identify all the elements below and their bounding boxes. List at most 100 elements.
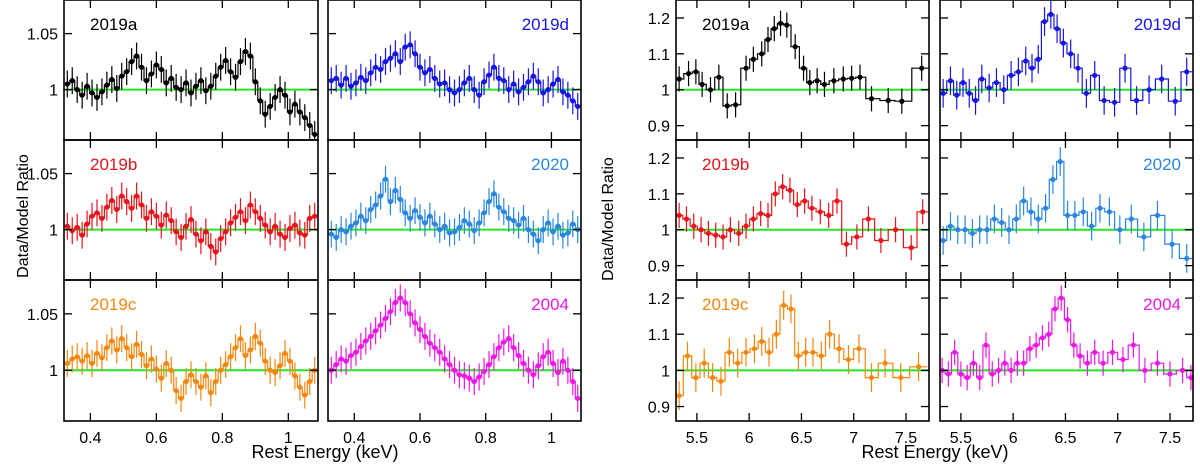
data-point xyxy=(1002,360,1008,366)
data-point xyxy=(64,223,70,229)
data-point xyxy=(560,89,566,95)
data-point xyxy=(545,220,551,226)
data-point xyxy=(743,65,749,71)
data-point xyxy=(94,210,100,216)
data-point xyxy=(461,80,467,86)
data-point xyxy=(501,209,507,215)
data-point xyxy=(989,371,995,377)
data-point xyxy=(984,227,990,233)
data-point xyxy=(282,350,288,356)
data-point xyxy=(368,333,374,339)
data-point xyxy=(827,331,833,337)
data-point xyxy=(158,375,164,381)
data-point xyxy=(302,115,308,121)
data-point xyxy=(1064,212,1071,218)
data-point xyxy=(84,83,90,89)
data-point xyxy=(787,187,793,193)
data-point xyxy=(84,221,90,227)
data-point xyxy=(257,340,263,346)
data-point xyxy=(213,378,219,385)
data-point xyxy=(373,64,379,70)
x-tick-label: 7.5 xyxy=(895,430,917,447)
data-point xyxy=(262,358,268,364)
data-point xyxy=(781,302,787,308)
data-point xyxy=(691,223,697,229)
y-tick-label: 1 xyxy=(49,223,58,240)
left-ylabel: Data/Model Ratio xyxy=(15,154,32,278)
data-point xyxy=(242,218,249,224)
data-point xyxy=(387,308,394,315)
data-point xyxy=(143,363,150,369)
data-point xyxy=(550,229,556,235)
data-point xyxy=(560,232,566,238)
data-point xyxy=(307,215,313,221)
data-point xyxy=(966,90,972,96)
data-point xyxy=(89,90,95,96)
data-point xyxy=(743,223,749,229)
data-point xyxy=(958,371,964,377)
data-point xyxy=(1027,346,1033,352)
data-point xyxy=(402,210,408,216)
panel-2020-g0: 2020 xyxy=(327,139,582,281)
data-point xyxy=(397,59,403,65)
data-point xyxy=(407,311,413,317)
data-point xyxy=(74,87,80,93)
data-point xyxy=(845,356,852,363)
data-point xyxy=(69,78,75,84)
data-point xyxy=(676,393,682,399)
data-point xyxy=(153,62,159,68)
data-point xyxy=(1122,65,1128,71)
data-point xyxy=(1128,216,1134,222)
y-tick-label: 1 xyxy=(661,363,670,380)
data-point xyxy=(446,87,453,93)
data-point xyxy=(515,89,522,95)
data-point xyxy=(1077,353,1083,359)
data-point xyxy=(1184,255,1190,262)
data-point xyxy=(446,230,453,236)
y-tick-label: 1.2 xyxy=(648,11,670,28)
data-point xyxy=(297,109,303,115)
data-point xyxy=(535,79,541,85)
panel-label: 2019d xyxy=(522,15,569,34)
data-point xyxy=(203,88,209,94)
data-point xyxy=(227,69,234,75)
data-point xyxy=(262,222,268,228)
data-point xyxy=(759,338,765,345)
data-point xyxy=(213,249,219,255)
data-point xyxy=(466,75,472,81)
panel-2019a-g1: 2019a 0.9 1 1.1 1.2 xyxy=(648,0,930,141)
data-point xyxy=(358,343,364,350)
x-tick-label: 0.6 xyxy=(409,430,431,447)
data-point xyxy=(550,81,556,87)
data-point xyxy=(328,78,334,84)
data-point xyxy=(1029,65,1035,71)
data-point xyxy=(247,202,253,208)
data-point xyxy=(348,223,354,229)
data-point xyxy=(1101,97,1107,104)
data-point xyxy=(1184,69,1190,75)
data-point xyxy=(1159,76,1165,82)
data-point xyxy=(525,227,532,233)
data-point xyxy=(765,212,771,218)
data-point xyxy=(208,83,214,89)
y-tick-label: 1 xyxy=(49,363,58,380)
data-point xyxy=(89,213,95,219)
data-point xyxy=(148,209,155,215)
data-point xyxy=(272,223,278,229)
data-point xyxy=(287,358,293,364)
data-point xyxy=(183,223,189,229)
panel-frame xyxy=(327,279,582,422)
y-tick-label: 1 xyxy=(49,83,58,100)
data-point xyxy=(328,231,334,237)
data-point xyxy=(683,216,690,222)
data-point xyxy=(1028,209,1034,215)
data-point xyxy=(451,229,458,235)
data-point xyxy=(188,372,194,378)
data-point xyxy=(826,212,832,218)
data-point xyxy=(1054,26,1060,32)
data-point xyxy=(1120,356,1126,363)
data-point xyxy=(133,193,140,199)
data-point xyxy=(203,229,209,235)
data-point xyxy=(412,207,418,214)
data-point xyxy=(377,193,384,199)
